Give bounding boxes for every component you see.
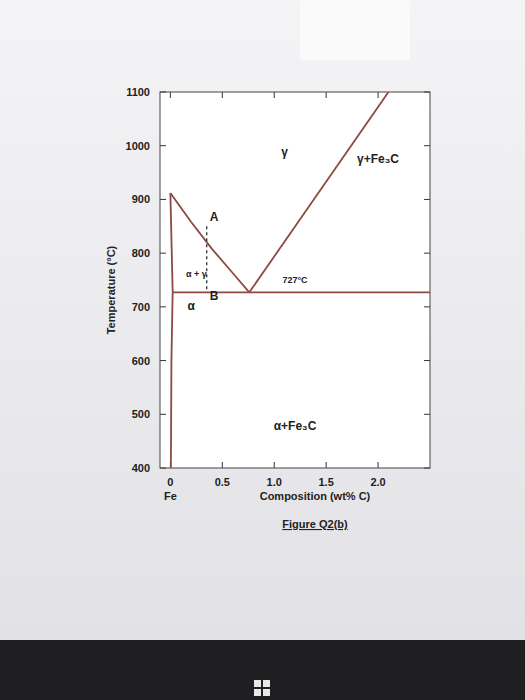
logo-square xyxy=(263,680,270,687)
y-tick xyxy=(424,306,430,307)
plot-frame xyxy=(160,92,430,468)
logo-square xyxy=(254,689,261,696)
y-tick-label: 1000 xyxy=(126,140,150,152)
phase-label: α+Fe₃C xyxy=(274,419,317,433)
phase-boundary xyxy=(170,193,172,292)
phase-label: A xyxy=(210,210,219,224)
background xyxy=(0,0,525,640)
phase-label: B xyxy=(210,289,219,303)
phase-lines xyxy=(170,92,430,468)
x-tick-label: 2.0 xyxy=(370,476,385,488)
caption: Figure Q2(b) xyxy=(282,518,348,530)
phase-boundary xyxy=(171,292,173,468)
x-tick xyxy=(222,462,223,468)
phase-label: α + γ xyxy=(186,269,207,279)
y-tick-label: 600 xyxy=(132,355,150,367)
screen-bezel xyxy=(0,640,525,700)
plot-area xyxy=(160,92,430,468)
y-tick xyxy=(424,199,430,200)
y-tick xyxy=(160,253,166,254)
x-tick xyxy=(326,462,327,468)
x-tick-label: 0.5 xyxy=(215,476,230,488)
phase-boundary xyxy=(170,193,249,292)
y-tick-label: 800 xyxy=(132,247,150,259)
x-tick xyxy=(326,92,327,98)
x-tick xyxy=(222,92,223,98)
x-axis: 0 0.5 1.0 1.5 2.0 Fe xyxy=(164,92,386,502)
y-tick-label: 1100 xyxy=(126,86,150,98)
y-tick xyxy=(424,145,430,146)
composition-line xyxy=(206,226,207,292)
phase-label: 727°C xyxy=(282,275,308,285)
annotations: γ γ+Fe₃C α+Fe₃C α α + γ 727°C A B xyxy=(186,145,399,433)
y-axis-label: Temperature (°C) xyxy=(105,245,117,334)
y-axis: 400 500 600 700 800 900 1000 1100 xyxy=(126,86,430,474)
y-tick xyxy=(424,414,430,415)
glare xyxy=(300,0,410,60)
canvas: 400 500 600 700 800 900 1000 1100 0 0.5 1.0 1.5 2.0 F… xyxy=(0,0,525,700)
y-tick xyxy=(160,145,166,146)
x-tick-label: 1.5 xyxy=(319,476,334,488)
y-tick-label: 400 xyxy=(132,462,150,474)
y-tick xyxy=(160,360,166,361)
y-tick-label: 500 xyxy=(132,408,150,420)
x-tick xyxy=(170,92,171,98)
y-tick xyxy=(160,306,166,307)
x-axis-label: Composition (wt% C) xyxy=(260,490,371,502)
logo-square xyxy=(263,689,270,696)
x-tick xyxy=(378,92,379,98)
x-tick-label: 0 xyxy=(167,476,173,488)
phase-label: α xyxy=(187,299,195,313)
windows-logo xyxy=(254,680,270,696)
logo-square xyxy=(254,680,261,687)
x-tick xyxy=(274,462,275,468)
y-tick xyxy=(160,199,166,200)
x-tick xyxy=(378,462,379,468)
x-tick-label: 1.0 xyxy=(267,476,282,488)
phase-label: γ+Fe₃C xyxy=(357,152,399,166)
y-tick-label: 700 xyxy=(132,301,150,313)
x-tick xyxy=(274,92,275,98)
phase-boundary xyxy=(249,92,388,292)
y-tick xyxy=(160,414,166,415)
x-origin-label: Fe xyxy=(164,490,177,502)
y-tick xyxy=(424,253,430,254)
y-tick-label: 900 xyxy=(132,193,150,205)
phase-label: γ xyxy=(281,145,288,159)
y-tick xyxy=(424,360,430,361)
